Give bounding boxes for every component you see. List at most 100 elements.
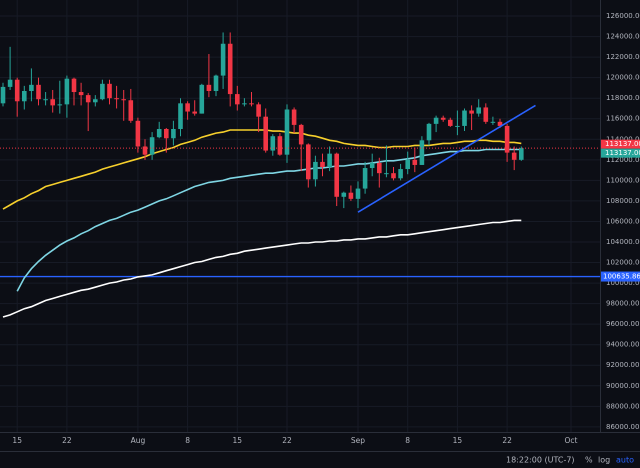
candle-body xyxy=(0,86,6,104)
price-tag xyxy=(601,271,640,282)
auto-toggle[interactable]: auto xyxy=(616,456,634,465)
candle-body xyxy=(483,107,489,122)
candle-body xyxy=(128,100,134,121)
candle-body xyxy=(355,188,361,199)
candle-body xyxy=(284,109,290,155)
price-tag-label: 113137.00 xyxy=(605,140,640,148)
candle-body xyxy=(320,161,325,168)
price-tag xyxy=(601,139,640,149)
candle-body xyxy=(206,84,212,92)
y-tick-label: 122000.00 xyxy=(606,53,640,61)
trendline xyxy=(357,104,536,213)
candle-body xyxy=(149,137,155,155)
y-tick-label: 118000.00 xyxy=(606,94,640,102)
candle-body xyxy=(369,162,375,169)
candle-body xyxy=(377,162,382,174)
y-tick-label: 98000.00 xyxy=(606,300,639,308)
candle-body xyxy=(448,119,453,126)
candle-body xyxy=(504,125,510,153)
x-tick-label: Sep xyxy=(351,436,365,445)
candle-body xyxy=(398,169,403,179)
candle-body xyxy=(490,121,496,123)
candle-body xyxy=(270,136,276,151)
candle-body xyxy=(43,99,48,101)
y-tick-label: 124000.00 xyxy=(606,33,640,41)
y-tick-label: 126000.00 xyxy=(606,12,640,20)
candle-body xyxy=(306,144,311,180)
percent-toggle[interactable]: % xyxy=(585,456,593,465)
y-tick-label: 106000.00 xyxy=(606,217,640,225)
y-tick-label: 96000.00 xyxy=(606,320,639,328)
candle-body xyxy=(440,117,446,120)
candle-body xyxy=(511,152,517,160)
candle-body xyxy=(29,84,34,92)
candle-body xyxy=(93,99,98,103)
candle-body xyxy=(22,91,27,102)
candle-body xyxy=(199,84,205,114)
plot xyxy=(0,32,600,318)
candle-body xyxy=(256,104,261,117)
x-tick-label: 15 xyxy=(12,436,22,445)
candle-body xyxy=(64,78,70,105)
candle-body xyxy=(419,140,425,165)
candle-body xyxy=(220,43,226,76)
price-tag-label: 113137.00 xyxy=(605,149,640,157)
grid xyxy=(0,0,600,432)
candle-body xyxy=(135,120,141,147)
candle-body xyxy=(455,125,460,127)
y-tick-label: 90000.00 xyxy=(606,382,639,390)
candle-body xyxy=(334,153,339,197)
candle-body xyxy=(100,83,105,100)
candle-body xyxy=(85,95,91,103)
candle-body xyxy=(412,159,418,165)
candle-body xyxy=(156,129,162,138)
candle-body xyxy=(313,161,318,180)
candle-body xyxy=(36,84,41,100)
candle-body xyxy=(249,103,254,105)
x-tick-label: Oct xyxy=(565,436,578,445)
candle-body xyxy=(142,146,148,155)
candle-body xyxy=(185,103,190,112)
candle-body xyxy=(71,78,77,93)
candle-body xyxy=(213,75,219,92)
moving-average xyxy=(2,219,522,318)
log-toggle[interactable]: log xyxy=(598,456,610,465)
candle-body xyxy=(50,99,55,106)
candle-body xyxy=(327,153,332,168)
candle-body xyxy=(519,148,524,160)
candle-body xyxy=(242,103,247,105)
y-tick-label: 104000.00 xyxy=(606,238,640,246)
y-tick-label: 114000.00 xyxy=(606,135,640,143)
candle-body xyxy=(476,107,481,114)
x-tick-label: Aug xyxy=(131,436,146,445)
toolbar: 18:22:00 (UTC-7) % log auto xyxy=(506,456,634,465)
moving-average xyxy=(2,129,522,210)
y-tick-label: 120000.00 xyxy=(606,74,640,82)
candle-body xyxy=(426,123,432,141)
candle-body xyxy=(235,94,240,105)
x-tick-label: 8 xyxy=(405,436,410,445)
candle-body xyxy=(121,99,126,101)
candle-body xyxy=(178,103,183,130)
candle-body xyxy=(114,98,119,100)
candle-body xyxy=(171,129,176,139)
candle-body xyxy=(348,192,354,199)
price-tag-label: 100635.86 xyxy=(603,273,640,281)
candle-body xyxy=(405,159,410,170)
moving-average xyxy=(16,148,522,292)
y-tick-label: 102000.00 xyxy=(606,259,640,267)
candle-body xyxy=(263,116,268,151)
price-tag xyxy=(601,148,640,158)
clock: 18:22:00 (UTC-7) xyxy=(506,456,575,465)
candle-body xyxy=(7,79,13,87)
candle-body xyxy=(469,110,474,114)
candle-body xyxy=(227,43,233,95)
candle-body xyxy=(164,129,169,139)
candle-body xyxy=(298,124,304,145)
y-tick-label: 92000.00 xyxy=(606,361,639,369)
axes: 86000.00 88000.00 90000.00 92000.00 94000.00… xyxy=(12,12,640,445)
candle-body xyxy=(433,117,439,124)
y-tick-label: 100000.00 xyxy=(606,279,640,287)
